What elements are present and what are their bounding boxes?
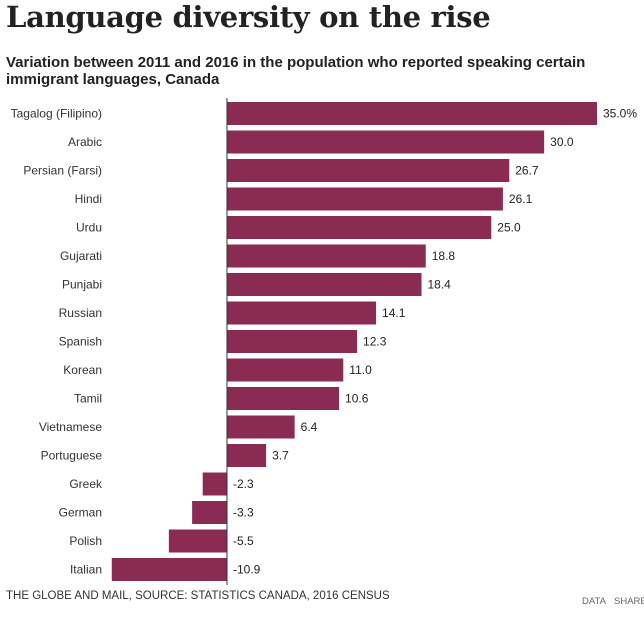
bar-punjabi	[227, 273, 422, 296]
value-label-portuguese: 3.7	[272, 449, 289, 463]
value-label-italian: -10.9	[233, 563, 261, 577]
category-label-gujarati: Gujarati	[60, 249, 102, 263]
value-label-greek: -2.3	[233, 477, 254, 491]
category-label-urdu: Urdu	[76, 221, 102, 235]
value-label-korean: 11.0	[349, 363, 372, 377]
value-label-vietnamese: 6.4	[301, 420, 318, 434]
bar-arabic	[227, 130, 545, 154]
category-label-polish: Polish	[69, 534, 102, 548]
value-label-polish: -5.5	[233, 534, 254, 548]
bar-vietnamese	[227, 415, 295, 439]
value-label-spanish: 12.3	[363, 335, 387, 349]
category-label-arabic: Arabic	[68, 135, 102, 149]
chart-subtitle: Variation between 2011 and 2016 in the p…	[6, 54, 586, 88]
bar-polish	[168, 529, 227, 553]
category-label-spanish: Spanish	[59, 335, 102, 349]
value-label-arabic: 30.0	[550, 135, 574, 149]
bar-gujarati	[227, 244, 426, 268]
value-label-hindi: 26.1	[509, 192, 533, 206]
category-label-portuguese: Portuguese	[41, 449, 103, 463]
source-credit: THE GLOBE AND MAIL, SOURCE: STATISTICS C…	[6, 590, 390, 602]
category-label-italian: Italian	[70, 563, 102, 577]
bar-tamil	[227, 387, 340, 410]
value-label-tagalog-filipino: 35.0%	[603, 107, 637, 121]
share-link[interactable]: SHARE	[614, 596, 644, 607]
category-label-persian-farsi: Persian (Farsi)	[23, 164, 102, 178]
category-label-korean: Korean	[63, 363, 102, 377]
bar-spanish	[227, 330, 358, 353]
value-label-german: -3.3	[233, 506, 254, 520]
value-label-punjabi: 18.4	[428, 278, 452, 292]
value-label-tamil: 10.6	[345, 392, 369, 406]
bar-hindi	[227, 187, 503, 211]
category-label-greek: Greek	[69, 477, 103, 491]
bar-tagalog-filipino	[227, 102, 597, 125]
bar-german	[192, 501, 227, 524]
value-label-persian-farsi: 26.7	[515, 164, 539, 178]
value-label-urdu: 25.0	[497, 221, 521, 235]
bar-persian-farsi	[227, 159, 510, 182]
bar-russian	[227, 301, 377, 325]
value-label-gujarati: 18.8	[432, 249, 456, 263]
data-link[interactable]: DATA	[582, 596, 606, 607]
category-label-german: German	[59, 506, 102, 520]
chart-title: Language diversity on the rise	[6, 0, 491, 34]
bar-korean	[227, 358, 344, 382]
category-label-vietnamese: Vietnamese	[39, 420, 102, 434]
bar-italian	[111, 558, 227, 581]
bar-greek	[202, 472, 227, 496]
bar-portuguese	[227, 444, 267, 467]
category-label-hindi: Hindi	[75, 192, 102, 206]
category-label-tamil: Tamil	[74, 392, 102, 406]
value-label-russian: 14.1	[382, 306, 406, 320]
category-label-russian: Russian	[59, 306, 102, 320]
category-label-punjabi: Punjabi	[62, 278, 102, 292]
category-label-tagalog-filipino: Tagalog (Filipino)	[11, 107, 102, 121]
bar-urdu	[227, 216, 492, 239]
